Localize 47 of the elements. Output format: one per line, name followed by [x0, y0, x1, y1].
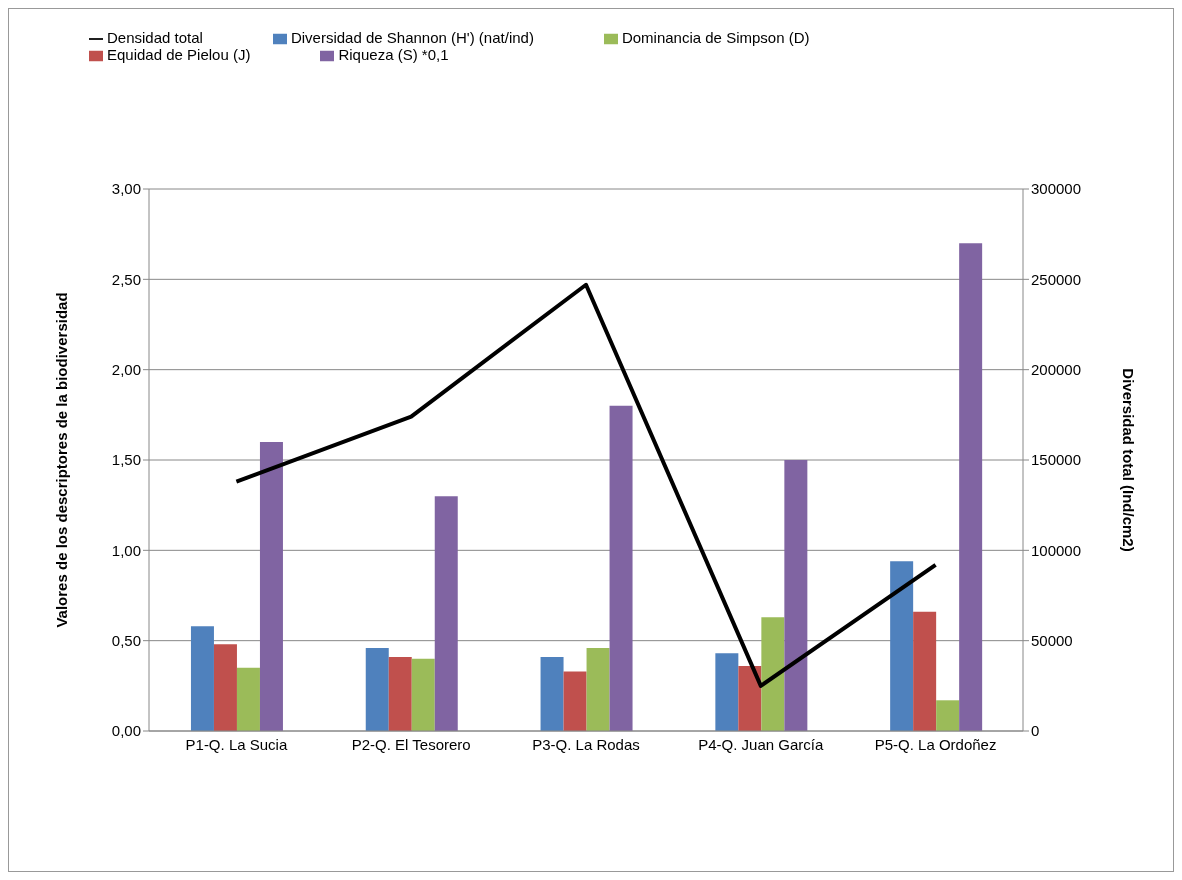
x-tick-label: P4-Q. Juan García — [698, 735, 824, 753]
y2-tick-label: 250000 — [1031, 270, 1082, 288]
bar — [259, 441, 283, 731]
y-tick-label: 0,00 — [111, 722, 141, 740]
legend-label: Densidad total — [107, 29, 203, 46]
bar — [936, 700, 960, 731]
x-tick-label: P2-Q. El Tesorero — [351, 735, 471, 753]
legend-label: Dominancia de Simpson (D) — [621, 29, 810, 46]
y-tick-label: 1,50 — [111, 451, 141, 469]
y-tick-label: 2,00 — [111, 360, 141, 378]
y2-axis-title: Diversidad total (Ind/cm2) — [1120, 368, 1137, 552]
bar — [434, 496, 458, 731]
bar — [586, 647, 610, 731]
bar — [411, 658, 435, 731]
legend-label: Equidad de Pielou (J) — [107, 46, 251, 64]
y2-tick-label: 150000 — [1031, 451, 1082, 469]
bar — [890, 561, 914, 731]
bar — [913, 611, 937, 731]
bar — [715, 653, 739, 731]
bar — [784, 460, 808, 731]
legend-label: Diversidad de Shannon (H') (nat/ind) — [290, 29, 534, 46]
line-series — [234, 282, 938, 688]
y-tick-label: 3,00 — [111, 180, 141, 198]
bar — [236, 667, 260, 731]
x-tick-label: P3-Q. La Rodas — [532, 735, 640, 753]
y2-tick-label: 100000 — [1031, 541, 1082, 559]
bar — [365, 647, 389, 731]
legend-label: Riqueza (S) *0,1 — [338, 46, 449, 64]
y2-tick-label: 50000 — [1031, 631, 1073, 649]
bar — [388, 656, 412, 731]
y2-tick-label: 200000 — [1031, 360, 1082, 378]
y-axis-title: Valores de los descriptores de la biodiversidad — [53, 292, 70, 628]
x-tick-label: P5-Q. La Ordoñez — [874, 735, 997, 753]
y-tick-label: 1,00 — [111, 541, 141, 559]
bar — [609, 405, 633, 731]
x-tick-label: P1-Q. La Sucia — [185, 735, 288, 753]
y-tick-label: 2,50 — [111, 270, 141, 288]
y-tick-label: 0,50 — [111, 631, 141, 649]
bar — [540, 656, 564, 731]
y2-tick-label: 300000 — [1031, 180, 1082, 198]
bar — [959, 243, 983, 731]
bar — [213, 644, 237, 731]
bar — [738, 665, 762, 731]
bar — [563, 671, 587, 731]
bar — [761, 617, 785, 731]
y2-tick-label: 0 — [1031, 722, 1040, 740]
bar — [190, 626, 214, 731]
